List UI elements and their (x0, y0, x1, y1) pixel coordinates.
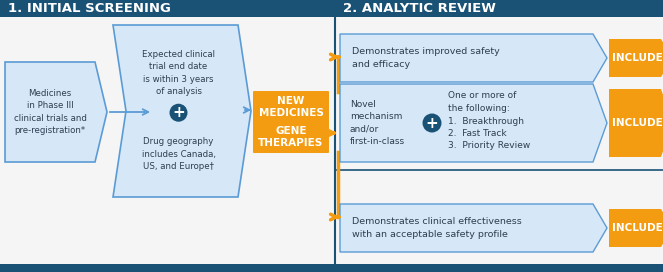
Text: NEW
MEDICINES: NEW MEDICINES (259, 96, 324, 118)
FancyBboxPatch shape (0, 0, 663, 17)
Polygon shape (609, 39, 663, 77)
Polygon shape (609, 209, 663, 247)
Text: One or more of
the following:
1.  Breakthrough
2.  Fast Track
3.  Priority Revie: One or more of the following: 1. Breakth… (448, 91, 530, 150)
Text: Demonstrates improved safety
and efficacy: Demonstrates improved safety and efficac… (352, 47, 500, 69)
Text: GENE
THERAPIES: GENE THERAPIES (259, 126, 324, 148)
Text: 2. ANALYTIC REVIEW: 2. ANALYTIC REVIEW (343, 2, 496, 15)
FancyBboxPatch shape (253, 91, 329, 123)
Polygon shape (340, 34, 607, 82)
Text: INCLUDE: INCLUDE (612, 118, 662, 128)
Polygon shape (113, 25, 251, 197)
Text: INCLUDE: INCLUDE (612, 53, 662, 63)
Polygon shape (340, 204, 607, 252)
Text: Demonstrates clinical effectiveness
with an acceptable safety profile: Demonstrates clinical effectiveness with… (352, 217, 522, 239)
Circle shape (170, 104, 188, 122)
Circle shape (422, 113, 442, 132)
FancyBboxPatch shape (253, 121, 329, 153)
Text: +: + (426, 116, 438, 131)
FancyBboxPatch shape (0, 264, 663, 272)
Text: Drug geography
includes Canada,
US, and Europe†: Drug geography includes Canada, US, and … (141, 137, 215, 171)
Text: Novel
mechanism
and/or
first-in-class: Novel mechanism and/or first-in-class (350, 100, 405, 146)
Text: Expected clinical
trial end date
is within 3 years
of analysis: Expected clinical trial end date is with… (142, 50, 215, 96)
Text: 1. INITIAL SCREENING: 1. INITIAL SCREENING (8, 2, 171, 15)
Text: +: + (172, 105, 185, 120)
Text: Medicines
in Phase III
clinical trials and
pre-registration*: Medicines in Phase III clinical trials a… (13, 89, 86, 135)
Text: INCLUDE: INCLUDE (612, 223, 662, 233)
FancyBboxPatch shape (335, 0, 663, 17)
Polygon shape (609, 89, 663, 157)
Polygon shape (5, 62, 107, 162)
Polygon shape (340, 84, 607, 162)
